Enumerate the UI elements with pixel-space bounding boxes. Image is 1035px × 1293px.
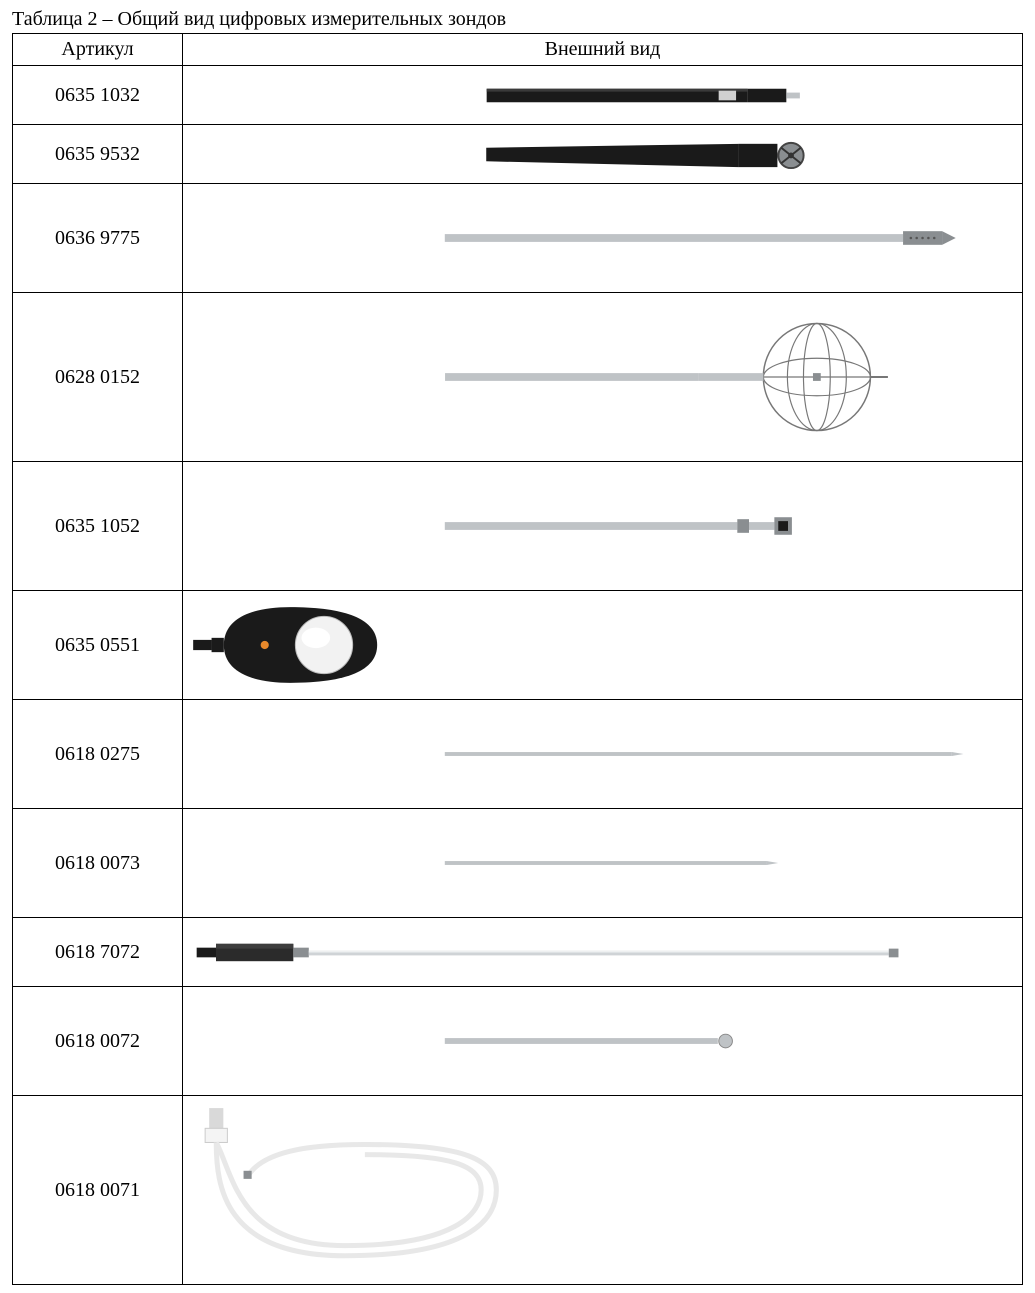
view-cell [183,809,1023,918]
table-row: 0618 0275 [13,700,1023,809]
article-cell: 0635 1032 [13,66,183,125]
table-row: 0618 7072 [13,918,1023,987]
article-cell: 0635 1052 [13,462,183,591]
article-cell: 0628 0152 [13,293,183,462]
view-cell [183,700,1023,809]
table-row: 0618 0071 [13,1096,1023,1285]
table-row: 0628 0152 [13,293,1023,462]
article-cell: 0618 0275 [13,700,183,809]
table-caption: Таблица 2 – Общий вид цифровых измерител… [12,8,1023,31]
table-row: 0618 0072 [13,987,1023,1096]
probe-handle-short-needle-icon [193,824,1012,902]
probe-telescopic-hotwire-icon [193,81,1012,110]
table-row: 0635 1032 [13,66,1023,125]
probe-handle-globe-icon [193,304,1012,450]
view-cell [183,66,1023,125]
view-cell [183,918,1023,987]
table-row: 0635 0551 [13,591,1023,700]
table-row: 0635 1052 [13,462,1023,591]
view-cell [183,591,1023,700]
view-cell [183,987,1023,1096]
article-cell: 0618 0071 [13,1096,183,1285]
view-cell [183,184,1023,293]
col-header-article: Артикул [13,34,183,66]
table-row: 0618 0073 [13,809,1023,918]
probes-table: Артикул Внешний вид 0635 1032 0635 9532 [12,33,1023,1285]
article-cell: 0618 0072 [13,987,183,1096]
col-header-view: Внешний вид [183,34,1023,66]
article-cell: 0618 7072 [13,918,183,987]
probe-lab-probe-icon [193,938,1012,967]
probe-handle-long-needle-icon [193,715,1012,793]
probe-lux-icon [193,599,1012,691]
view-cell [183,462,1023,591]
article-cell: 0636 9775 [13,184,183,293]
probe-handle-humidity-icon [193,199,1012,277]
view-cell [183,293,1023,462]
article-cell: 0618 0073 [13,809,183,918]
probe-cable-icon [193,1104,1012,1276]
view-cell [183,125,1023,184]
view-cell [183,1096,1023,1285]
probe-handle-tip-icon [193,1002,1012,1080]
probe-telescopic-vane-icon [193,138,1012,171]
table-row: 0636 9775 [13,184,1023,293]
table-row: 0635 9532 [13,125,1023,184]
article-cell: 0635 0551 [13,591,183,700]
article-cell: 0635 9532 [13,125,183,184]
probe-handle-hotwire-icon [193,487,1012,565]
